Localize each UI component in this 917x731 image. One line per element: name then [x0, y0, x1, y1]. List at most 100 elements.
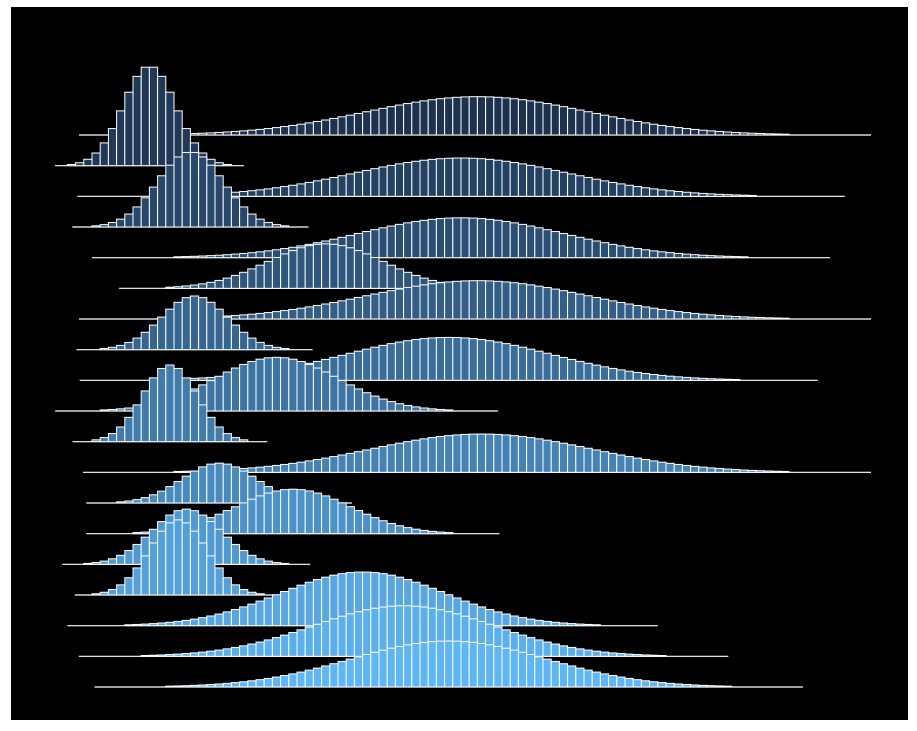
histogram-bar: [231, 585, 239, 595]
histogram-bar: [363, 393, 371, 411]
histogram-bar: [215, 684, 223, 687]
histogram-bar: [125, 551, 133, 565]
histogram-bar: [518, 164, 526, 196]
histogram-bar: [256, 559, 264, 565]
histogram-bar: [248, 253, 256, 258]
histogram-bar: [527, 165, 535, 196]
histogram-bar: [281, 358, 289, 411]
histogram-bar: [207, 133, 215, 135]
histogram-bar: [125, 342, 133, 349]
histogram-bar: [469, 218, 477, 258]
histogram-bar: [289, 633, 297, 657]
histogram-bar: [256, 252, 264, 258]
histogram-bar: [723, 195, 731, 197]
histogram-bar: [264, 345, 272, 349]
histogram-bar: [297, 630, 305, 657]
histogram-bar: [223, 434, 231, 442]
histogram-bar: [379, 399, 387, 411]
histogram-bar: [240, 315, 248, 319]
histogram-bar: [592, 651, 600, 656]
histogram-bar: [559, 623, 567, 626]
histogram-bar: [535, 640, 543, 656]
histogram-bar: [248, 644, 256, 656]
histogram-bar: [92, 153, 100, 166]
histogram-bar: [625, 678, 633, 687]
histogram-bar: [691, 193, 699, 196]
histogram-bar: [518, 284, 526, 319]
histogram-bar: [617, 370, 625, 380]
histogram-bar: [207, 685, 215, 687]
histogram-bar: [674, 464, 682, 472]
histogram-bar: [231, 192, 239, 196]
histogram-bar: [527, 285, 535, 319]
histogram-bar: [543, 440, 551, 472]
histogram-bar: [256, 313, 264, 319]
histogram-bar: [732, 132, 740, 135]
histogram-bar: [248, 468, 256, 472]
histogram-bar: [92, 594, 100, 595]
histogram-bar: [658, 190, 666, 196]
histogram-bar: [641, 655, 649, 656]
histogram-bar: [559, 664, 567, 687]
histogram-bar: [576, 447, 584, 473]
histogram-bar: [551, 170, 559, 196]
histogram-bar: [190, 619, 198, 626]
histogram-bar: [371, 396, 379, 411]
histogram-bar: [748, 133, 756, 135]
histogram-bar: [354, 612, 362, 657]
histogram-bar: [166, 655, 174, 657]
histogram-bar: [445, 641, 453, 687]
histogram-bar: [535, 167, 543, 196]
histogram-bar: [76, 163, 84, 166]
histogram-bar: [190, 391, 198, 442]
histogram-bar: [125, 625, 133, 626]
histogram-bar: [215, 463, 223, 503]
histogram-bar: [190, 134, 198, 135]
histogram-bar: [297, 184, 305, 196]
histogram-bar: [469, 97, 477, 135]
histogram-bar: [100, 225, 108, 227]
histogram-bar: [674, 684, 682, 687]
histogram-bar: [502, 614, 510, 626]
histogram-bar: [600, 652, 608, 656]
histogram-bar: [428, 438, 436, 473]
histogram-bar: [518, 100, 526, 135]
histogram-bar: [494, 342, 502, 380]
histogram-bar: [313, 181, 321, 196]
histogram-bar: [412, 440, 420, 472]
histogram-bar: [174, 368, 182, 441]
histogram-bar: [231, 254, 239, 258]
histogram-bar: [289, 359, 297, 411]
histogram-bar: [641, 460, 649, 473]
histogram-bar: [182, 152, 190, 227]
histogram-bar: [363, 450, 371, 472]
histogram-bar: [313, 305, 321, 319]
histogram-bar: [576, 110, 584, 135]
histogram-bar: [338, 355, 346, 380]
histogram-bar: [707, 194, 715, 196]
histogram-bar: [404, 442, 412, 473]
histogram-bar: [199, 133, 207, 135]
histogram-bar: [174, 471, 182, 472]
histogram-bar: [100, 410, 108, 411]
histogram-bar: [141, 498, 149, 503]
histogram-bar: [117, 409, 125, 411]
histogram-bar: [240, 192, 248, 197]
histogram-bar: [256, 496, 264, 534]
histogram-bar: [404, 528, 412, 534]
histogram-bar: [428, 409, 436, 411]
histogram-bar: [477, 281, 485, 319]
histogram-bar: [338, 661, 346, 687]
histogram-bar: [223, 511, 231, 534]
histogram-bar: [379, 650, 387, 687]
histogram-bar: [568, 666, 576, 687]
histogram-bar: [387, 265, 395, 288]
histogram-bar: [272, 128, 280, 135]
histogram-bar: [363, 296, 371, 319]
histogram-bar: [379, 607, 387, 656]
histogram-bar: [395, 646, 403, 687]
histogram-bar: [781, 134, 789, 135]
histogram-bar: [379, 345, 387, 380]
histogram-bar: [133, 500, 141, 503]
histogram-bar: [223, 317, 231, 350]
